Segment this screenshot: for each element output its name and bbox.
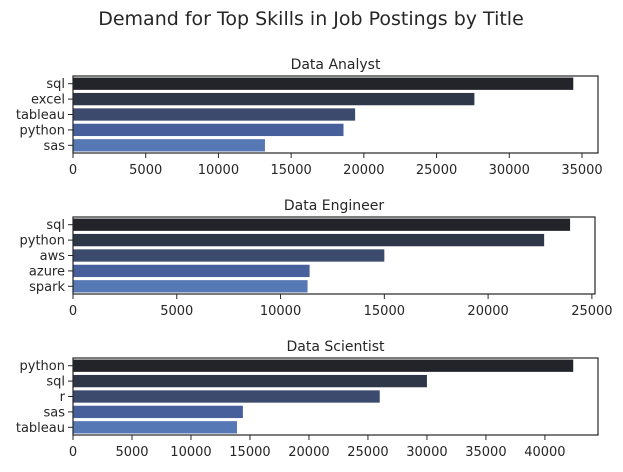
data-analyst-bar-excel bbox=[73, 92, 475, 106]
data-analyst-axes-frame bbox=[72, 75, 599, 154]
data-engineer-ylabel-sql: sql bbox=[46, 218, 65, 233]
data-analyst-bar-python bbox=[73, 123, 344, 137]
data-analyst-bar-tableau bbox=[73, 108, 356, 121]
data-analyst-ylabel-sql: sql bbox=[46, 77, 65, 92]
data-analyst-xtick-label-5000: 5000 bbox=[129, 163, 162, 178]
data-engineer-bar-python bbox=[73, 233, 545, 247]
data-engineer-bar-sql bbox=[73, 218, 571, 231]
data-scientist-xtick-label-35000: 35000 bbox=[465, 445, 506, 460]
data-analyst-xtick-label-35000: 35000 bbox=[561, 163, 602, 178]
data-engineer-xtick-label-20000: 20000 bbox=[467, 304, 508, 319]
data-scientist-xtick-label-20000: 20000 bbox=[288, 445, 329, 460]
data-scientist-xtick-label-15000: 15000 bbox=[229, 445, 270, 460]
data-scientist-xtick-label-5000: 5000 bbox=[115, 445, 148, 460]
data-analyst-ylabel-python: python bbox=[20, 123, 65, 138]
data-engineer-xtick-label-0: 0 bbox=[69, 304, 77, 319]
data-engineer-xtick-label-10000: 10000 bbox=[260, 304, 301, 319]
data-scientist-bar-python bbox=[73, 359, 574, 372]
data-scientist-xtick-label-40000: 40000 bbox=[524, 445, 565, 460]
data-engineer-xtick-label-5000: 5000 bbox=[160, 304, 193, 319]
data-analyst-xtick-label-15000: 15000 bbox=[270, 163, 311, 178]
data-engineer-ylabel-spark: spark bbox=[29, 280, 65, 295]
data-analyst-bar-sas bbox=[73, 139, 265, 152]
data-scientist-title: Data Scientist bbox=[287, 339, 386, 355]
data-scientist-ylabel-sql: sql bbox=[46, 375, 65, 390]
data-engineer-axes-frame bbox=[72, 216, 596, 295]
data-scientist-bar-sas bbox=[73, 405, 243, 419]
data-analyst-ylabel-sas: sas bbox=[43, 139, 65, 154]
data-scientist-ylabel-tableau: tableau bbox=[16, 421, 65, 436]
data-analyst-xtick-label-0: 0 bbox=[69, 163, 77, 178]
data-engineer-ylabel-aws: aws bbox=[40, 249, 66, 264]
data-engineer-bar-aws bbox=[73, 249, 385, 262]
data-scientist-bar-sql bbox=[73, 374, 427, 388]
data-analyst-xtick-label-20000: 20000 bbox=[343, 163, 384, 178]
data-analyst-ylabel-tableau: tableau bbox=[16, 108, 65, 123]
data-engineer-xtick-label-25000: 25000 bbox=[571, 304, 612, 319]
data-analyst-xtick-label-10000: 10000 bbox=[198, 163, 239, 178]
data-scientist-axes-frame bbox=[72, 357, 599, 436]
data-analyst-xtick-label-25000: 25000 bbox=[416, 163, 457, 178]
data-engineer-ylabel-azure: azure bbox=[29, 264, 65, 279]
figure-title: Demand for Top Skills in Job Postings by… bbox=[98, 8, 524, 30]
data-analyst-bar-sql bbox=[73, 77, 574, 90]
data-scientist-bar-r bbox=[73, 390, 380, 403]
data-scientist-ylabel-r: r bbox=[60, 390, 66, 405]
data-scientist-ylabel-python: python bbox=[20, 359, 65, 374]
data-scientist-xtick-label-10000: 10000 bbox=[170, 445, 211, 460]
data-scientist-xtick-label-0: 0 bbox=[69, 445, 77, 460]
data-engineer-xtick-label-15000: 15000 bbox=[364, 304, 405, 319]
data-engineer-bar-azure bbox=[73, 264, 310, 278]
data-engineer-ylabel-python: python bbox=[20, 234, 65, 249]
data-scientist-ylabel-sas: sas bbox=[43, 405, 65, 420]
data-scientist-bar-tableau bbox=[73, 421, 237, 434]
data-analyst-ylabel-excel: excel bbox=[31, 93, 65, 108]
data-scientist-xtick-label-25000: 25000 bbox=[347, 445, 388, 460]
data-analyst-xtick-label-30000: 30000 bbox=[489, 163, 530, 178]
data-scientist-xtick-label-30000: 30000 bbox=[406, 445, 447, 460]
data-engineer-title: Data Engineer bbox=[284, 198, 384, 214]
data-analyst-title: Data Analyst bbox=[291, 57, 381, 73]
data-engineer-bar-spark bbox=[73, 280, 308, 293]
